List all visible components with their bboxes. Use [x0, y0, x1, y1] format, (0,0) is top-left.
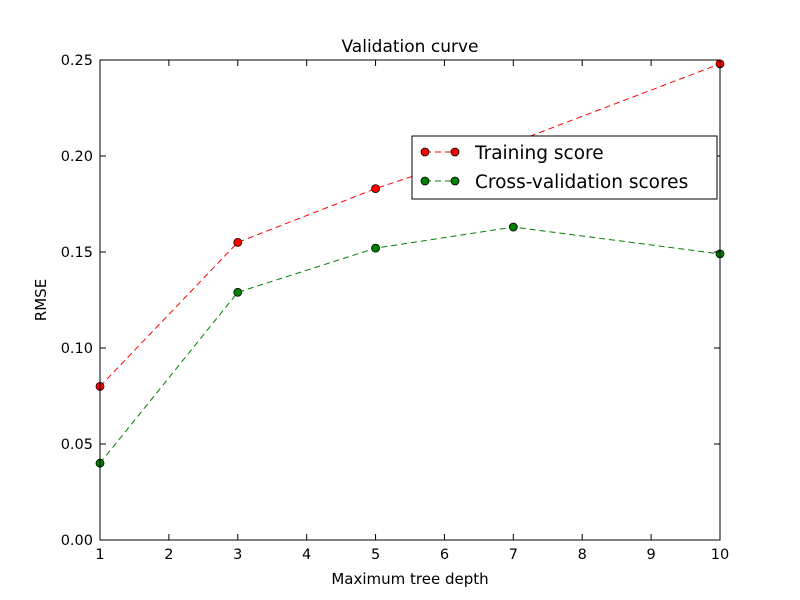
legend-label-1: Cross-validation scores: [475, 172, 688, 193]
legend-box: [411, 135, 718, 200]
x-tick-label: 9: [646, 547, 655, 563]
series-0-point: [371, 184, 380, 194]
x-tick-label: 2: [164, 547, 173, 563]
series-1-point: [371, 243, 380, 253]
y-tick-label: 0.00: [61, 533, 93, 549]
series-layer: [95, 59, 725, 468]
x-tick-label: 10: [711, 547, 729, 563]
y-tick-label: 0.20: [61, 149, 93, 165]
series-0-point: [233, 237, 243, 247]
x-tick-label: 8: [578, 547, 587, 563]
ticks-layer: 1 2 3 4 5 6 7 8 9 10 0.00 0.05 0.10 0.15 0.20 0.25: [61, 53, 730, 563]
x-tick-label: 3: [233, 547, 242, 563]
y-tick-label: 0.15: [61, 245, 93, 261]
x-tick-label: 4: [302, 547, 311, 563]
series-line-1: [99, 226, 721, 464]
plot-frame: [99, 59, 721, 541]
chart-title: Validation curve: [342, 37, 479, 57]
legend-marker-1: [450, 176, 460, 186]
legend-marker-0: [420, 147, 430, 157]
series-1-point: [233, 287, 243, 297]
y-tick-label: 0.10: [61, 341, 93, 357]
series-1-point: [508, 222, 518, 232]
legend: Training score Cross-validation scores: [411, 135, 718, 200]
x-tick-label: 7: [509, 547, 518, 563]
legend-label-0: Training score: [474, 143, 604, 164]
x-axis-label: Maximum tree depth: [331, 570, 488, 588]
legend-marker-0: [450, 147, 460, 157]
y-tick-label: 0.05: [61, 437, 93, 453]
legend-marker-1: [420, 176, 430, 186]
y-tick-label: 0.25: [61, 53, 93, 69]
x-tick-label: 5: [371, 547, 380, 563]
x-tick-label: 6: [440, 547, 449, 563]
x-tick-label: 1: [95, 547, 104, 563]
y-axis-label: RMSE: [32, 279, 50, 321]
series-line-0: [99, 63, 721, 387]
